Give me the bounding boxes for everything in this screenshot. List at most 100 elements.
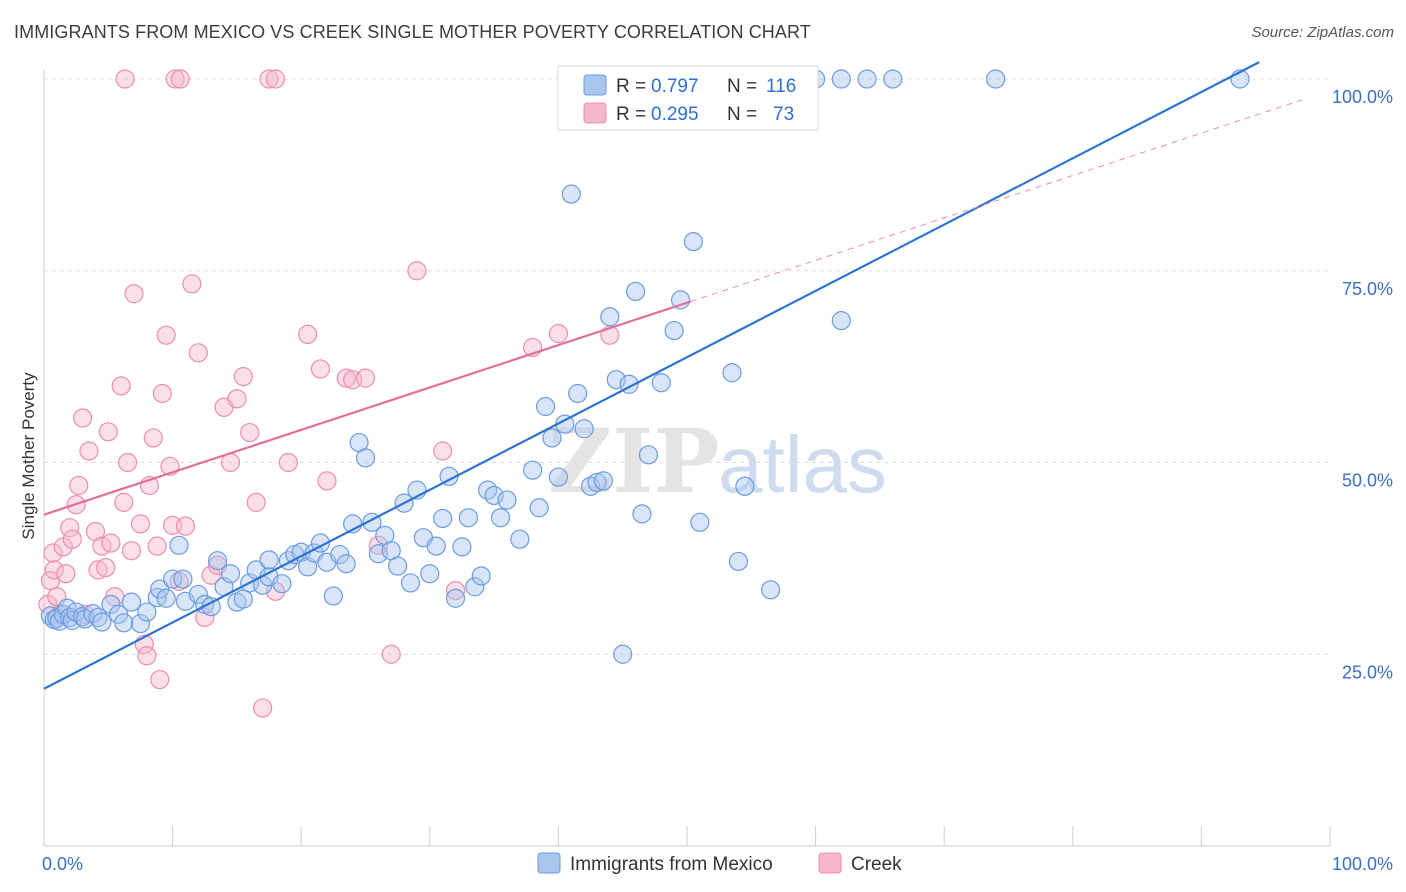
legend-n-label-2: N =	[727, 104, 757, 125]
mexico-point-111	[883, 69, 903, 89]
mexico-point-94	[632, 504, 652, 524]
legend-n-value-2: 73	[773, 104, 794, 125]
watermark-zip: ZIP	[548, 409, 720, 513]
mexico-point-75	[497, 490, 517, 510]
creek-point-42	[195, 607, 215, 628]
mexico-point-78	[529, 498, 549, 518]
legend-n-label-1: N =	[727, 76, 757, 97]
y-tick-label-100: 100.0%	[1332, 87, 1393, 107]
mexico-point-110	[857, 69, 877, 89]
mexico-point-73	[484, 485, 504, 506]
creek-point-68	[115, 69, 135, 89]
mexico-point-68	[452, 537, 472, 557]
creek-point-54	[298, 324, 318, 345]
top-legend-swatch-pink	[583, 102, 607, 124]
mexico-point-83	[561, 184, 581, 204]
chart-title: IMMIGRANTS FROM MEXICO VS CREEK SINGLE M…	[14, 22, 811, 42]
legend-swatch-creek	[818, 852, 842, 874]
mexico-point-99	[683, 232, 704, 252]
mexico-point-65	[433, 508, 453, 529]
creek-point-33	[150, 669, 170, 690]
top-legend-swatch-blue	[583, 74, 607, 96]
mexico-point-76	[510, 529, 530, 549]
creek-point-25	[121, 541, 142, 561]
creek-point-63	[433, 441, 453, 461]
creek-point-51	[253, 698, 273, 718]
trend-line-mexico	[43, 61, 1260, 690]
mexico-point-95	[638, 445, 659, 465]
mexico-point-112	[986, 69, 1006, 89]
mexico-point-109	[831, 69, 851, 89]
legend-swatch-mexico	[537, 852, 561, 874]
mexico-point-101	[722, 363, 742, 383]
creek-point-35	[156, 325, 176, 345]
mexico-point-81	[548, 467, 569, 487]
creek-point-55	[310, 359, 331, 379]
creek-point-40	[182, 274, 202, 294]
mexico-point-90	[606, 370, 626, 390]
mexico-point-18	[130, 613, 151, 634]
mexico-point-69	[458, 508, 478, 528]
creek-point-66	[548, 324, 569, 344]
creek-point-12	[72, 408, 93, 428]
creek-point-59	[355, 368, 376, 388]
mexico-point-89	[600, 307, 620, 327]
creek-point-32	[147, 536, 167, 556]
x-tick-label-0: 0.0%	[42, 854, 83, 874]
mexico-point-60	[400, 573, 421, 593]
creek-point-22	[111, 376, 131, 396]
trend-line-creek	[43, 300, 692, 516]
legend-label-mexico: Immigrants from Mexico	[570, 854, 773, 875]
creek-point-34	[152, 383, 172, 404]
legend-r-value-2: 0.295	[651, 104, 699, 125]
y-tick-labels: 25.0% 50.0% 75.0% 100.0%	[1332, 87, 1393, 682]
mexico-point-102	[728, 551, 749, 572]
mexico-point-104	[760, 580, 781, 600]
creek-point-31	[143, 428, 163, 448]
creek-point-18	[96, 557, 116, 578]
creek-point-29	[137, 646, 157, 666]
mexico-point-40	[272, 574, 292, 594]
mexico-point-96	[651, 373, 671, 393]
mexico-point-19	[137, 602, 157, 622]
creek-point-70	[170, 69, 190, 89]
legend-n-value-1: 116	[766, 76, 796, 97]
creek-point-53	[278, 452, 298, 473]
creek-point-71	[259, 69, 279, 89]
x-ticks	[43, 826, 1331, 846]
bottom-legend: Immigrants from Mexico Creek	[537, 852, 902, 875]
creek-point-2	[43, 543, 63, 563]
y-tick-label-50: 50.0%	[1342, 471, 1393, 491]
y-tick-label-75: 75.0%	[1342, 279, 1393, 299]
creek-point-27	[130, 514, 151, 534]
trend-lines	[43, 61, 1305, 690]
creek-point-69	[165, 69, 185, 89]
creek-point-50	[246, 492, 266, 512]
mexico-point-88	[593, 471, 614, 491]
mexico-point-71	[471, 566, 491, 586]
mexico-point-13	[92, 612, 112, 632]
legend-label-creek: Creek	[851, 854, 902, 875]
trend-line-creek-extension	[690, 98, 1305, 302]
mexico-point-34	[233, 589, 253, 609]
mexico-point-63	[420, 564, 440, 584]
mexico-point-64	[426, 536, 446, 556]
creek-point-23	[114, 492, 134, 512]
creek-point-11	[69, 475, 89, 496]
mexico-point-97	[664, 320, 684, 341]
creek-point-8	[60, 518, 80, 538]
mexico-point-87	[587, 472, 607, 493]
mexico-point-32	[220, 564, 241, 584]
mexico-point-25	[173, 569, 193, 589]
creek-point-9	[62, 529, 82, 549]
mexico-point-30	[208, 551, 228, 571]
mexico-point-72	[478, 480, 498, 500]
mexico-point-17	[121, 592, 142, 612]
creek-point-56	[317, 471, 337, 491]
creek-point-16	[88, 560, 108, 580]
top-legend: R = 0.797 N = 116 R = 0.295 N = 73	[557, 65, 819, 131]
mexico-point-77	[523, 460, 543, 480]
mexico-point-23	[163, 569, 183, 589]
mexico-point-103	[735, 476, 755, 496]
